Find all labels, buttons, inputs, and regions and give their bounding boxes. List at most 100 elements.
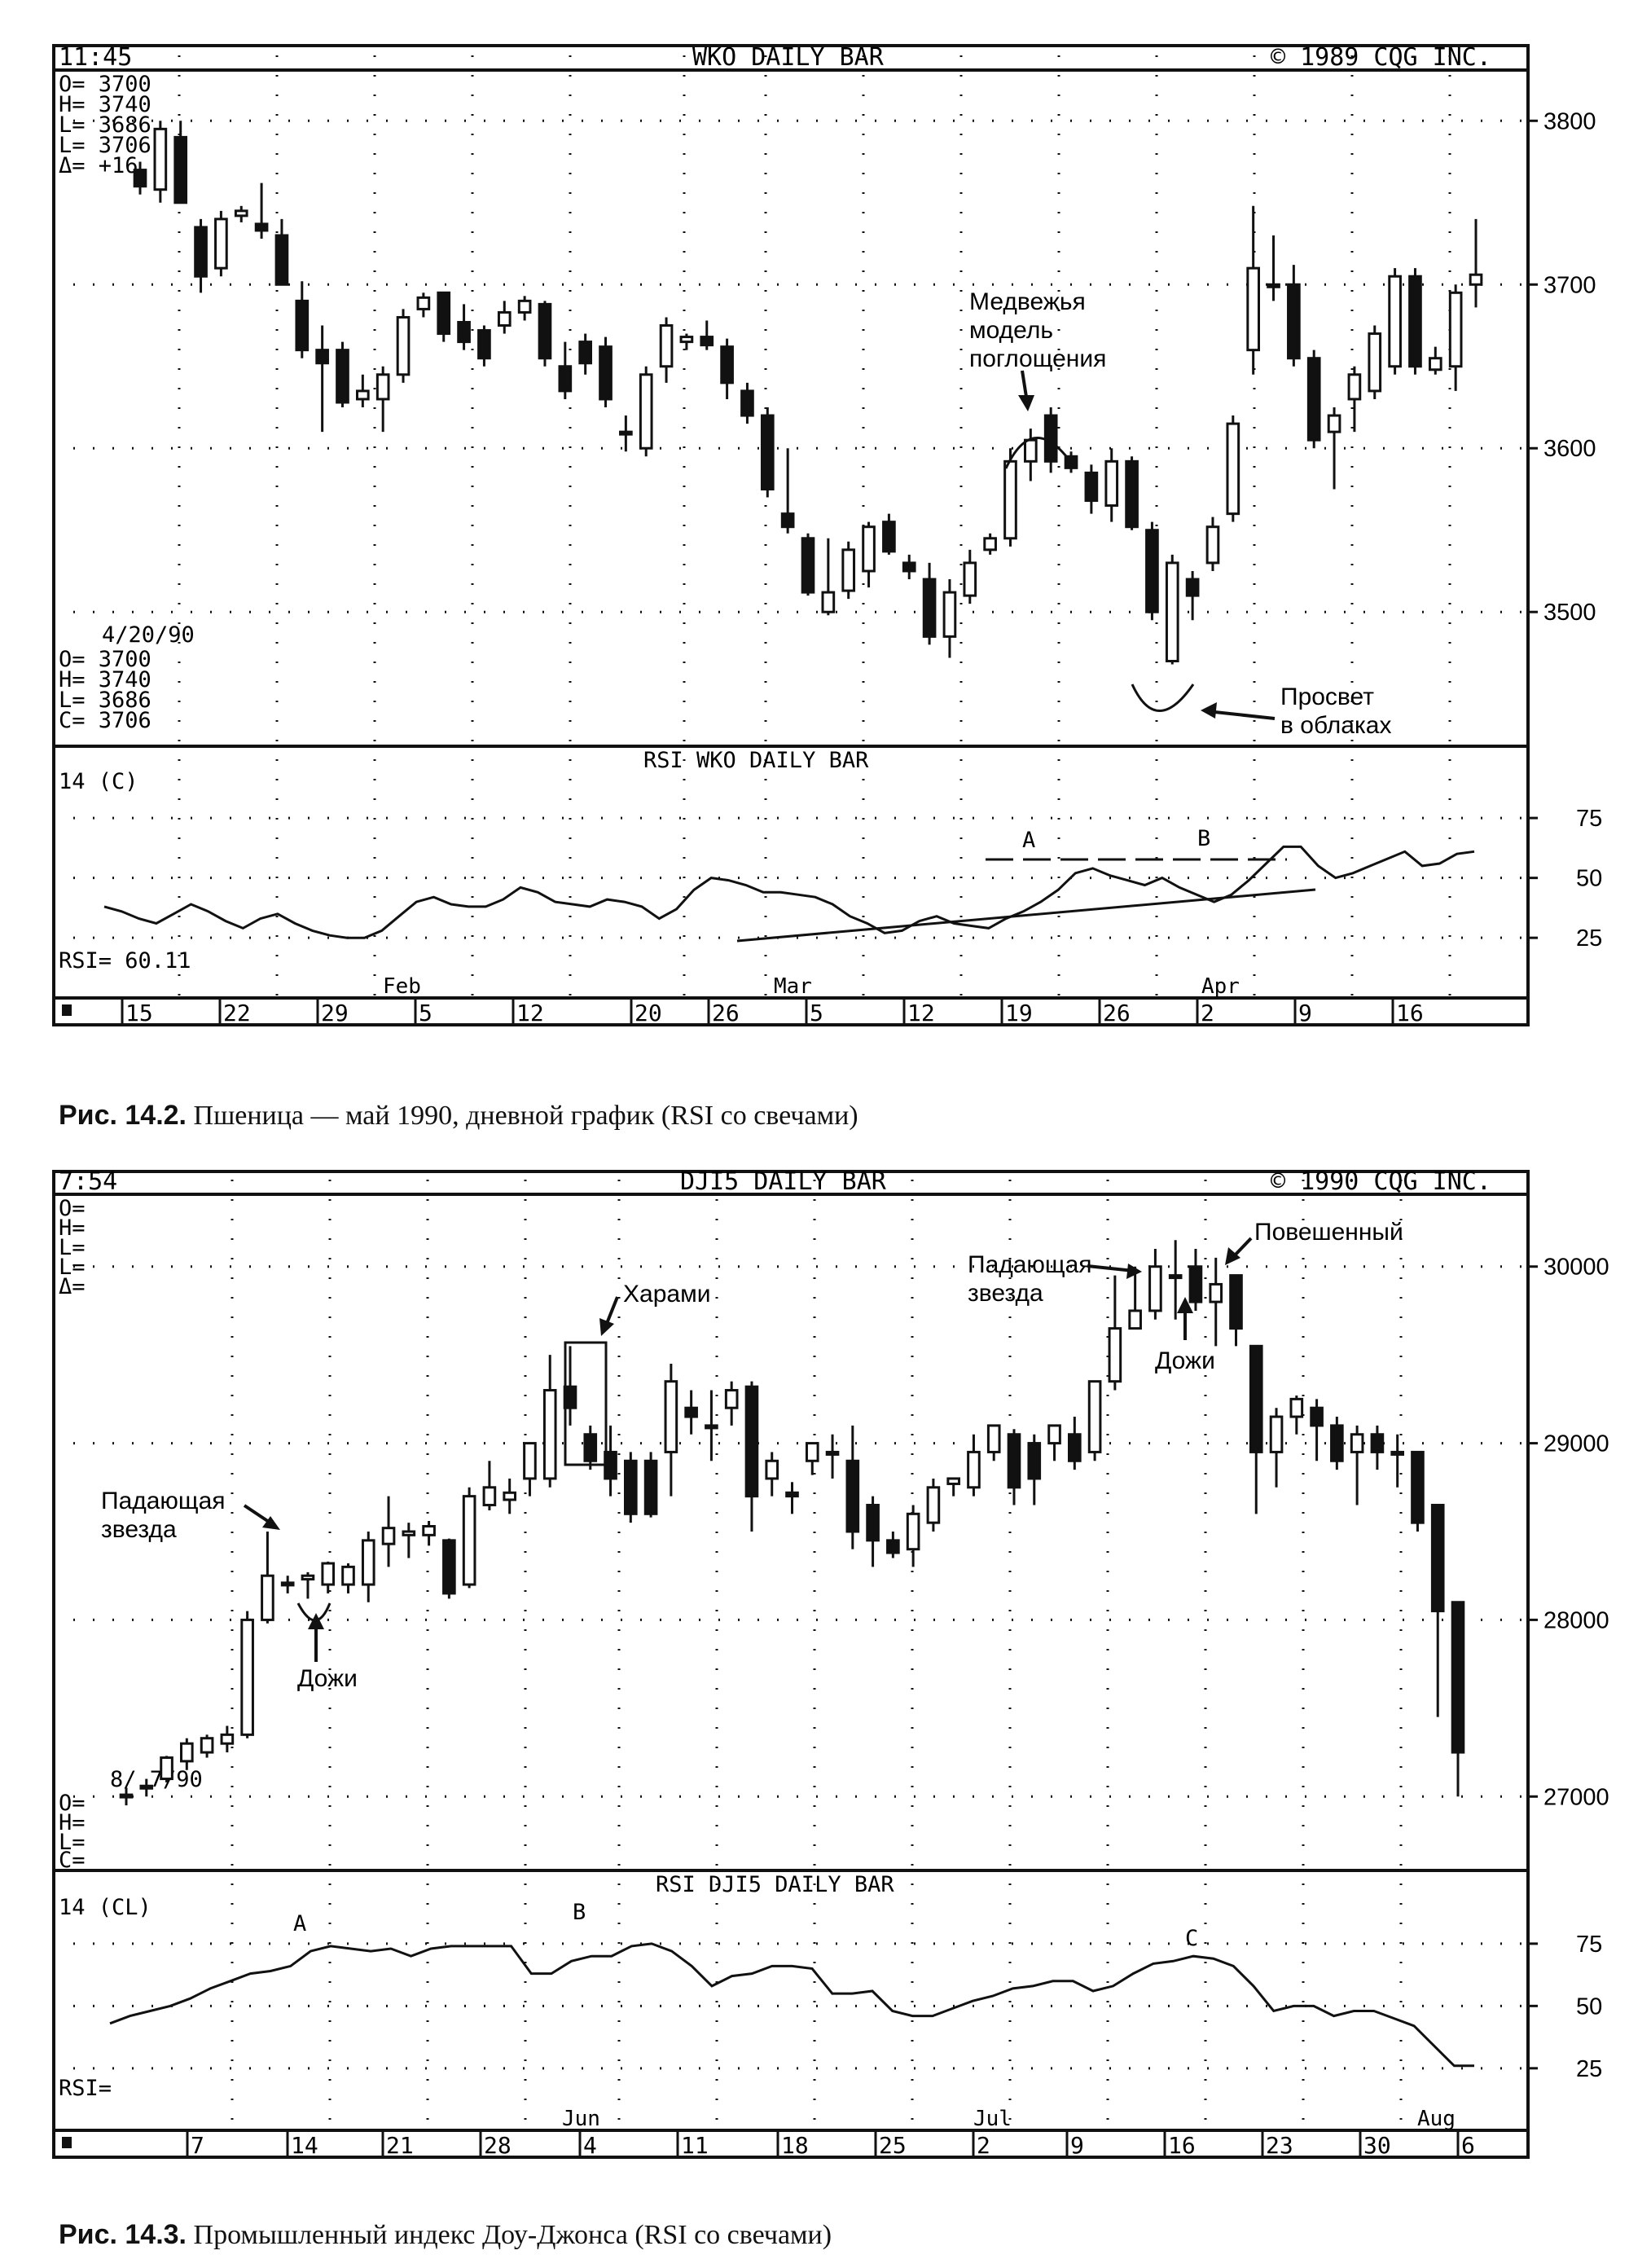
candle: [967, 1434, 981, 1497]
candle: [821, 538, 836, 616]
candle-body-white: [1267, 283, 1280, 288]
candle: [1205, 516, 1220, 571]
candle-body-black: [922, 578, 937, 638]
rsi-tick-labels: 25 50 75: [1528, 1932, 1602, 2082]
figure-number: Рис. 14.3.: [59, 2219, 187, 2250]
candle-body-white: [1024, 438, 1038, 463]
candle: [503, 1478, 516, 1514]
candle: [1347, 366, 1362, 433]
candle: [375, 366, 390, 433]
candle: [457, 304, 471, 350]
rsi-point-label-b: B: [573, 1900, 586, 1925]
candle-body-white: [280, 1581, 295, 1587]
date-label: 18: [781, 2132, 809, 2159]
candle: [462, 1487, 476, 1589]
candle: [274, 218, 289, 286]
annotation-arrow: [1206, 710, 1276, 720]
candle-body-black: [801, 537, 815, 594]
candle-body-white: [301, 1574, 315, 1581]
candle-body-white: [341, 1565, 355, 1586]
candle-body-white: [1327, 414, 1341, 433]
candle-body-black: [457, 320, 471, 344]
candle: [341, 1563, 355, 1593]
candle: [1229, 1274, 1243, 1347]
annotation-label: Падающая: [968, 1251, 1092, 1278]
candle: [744, 1381, 759, 1532]
annotation-bearish-engulfing: Медвежья модель поглощения: [969, 288, 1106, 469]
rsi-tick-label: 25: [1576, 925, 1602, 952]
candle-body-black: [1084, 471, 1099, 503]
candle: [254, 182, 269, 239]
harami-box: [564, 1341, 608, 1466]
figure-number: Рис. 14.2.: [59, 1100, 187, 1131]
candle: [477, 325, 491, 367]
ohlc-top-line: H=: [59, 1215, 86, 1241]
candle-body-white: [381, 1527, 396, 1545]
candle-body-black: [578, 341, 592, 365]
candle-body-black: [684, 1406, 698, 1418]
clock-time: 11:45: [59, 43, 132, 72]
candle-body-black: [1185, 578, 1200, 597]
ohlc-top-line: H= 3740: [59, 92, 151, 117]
candle: [361, 1532, 375, 1602]
date-label: 28: [484, 2132, 512, 2159]
candle: [619, 415, 633, 452]
candle: [437, 291, 451, 342]
date-label: 5: [810, 1000, 823, 1026]
ohlc-bottom-line: C= 3706: [59, 708, 151, 733]
candle-body-black: [477, 329, 491, 360]
price-tick-label: 28000: [1543, 1607, 1609, 1633]
rsi-point-label-b: B: [1197, 826, 1210, 851]
candle: [240, 1611, 254, 1738]
figure-caption-1: Рис. 14.2. Пшеница — май 1990, дневной г…: [59, 1100, 858, 1132]
rsi-tick-label: 75: [1576, 806, 1602, 832]
candle-body-white: [679, 336, 694, 344]
candle: [1368, 325, 1382, 399]
candle: [926, 1478, 941, 1532]
ohlc-bottom-block: 8/ 7/90 O= H= L= C=: [59, 1767, 203, 1873]
date-label: 9: [1298, 1000, 1312, 1026]
candle-body-white: [1246, 266, 1261, 352]
month-label: Feb: [383, 974, 421, 999]
candle-body-black: [886, 1539, 900, 1554]
candle-body-white: [523, 1442, 537, 1480]
ohlc-top-line: Δ=: [59, 1274, 86, 1299]
rsi-value: RSI=: [59, 2076, 112, 2101]
candle: [785, 1482, 799, 1514]
annotation-arrowhead: [1201, 702, 1217, 719]
rsi-point-label-c: C: [1185, 1926, 1198, 1951]
candle-body-black: [558, 365, 573, 393]
candle: [517, 296, 532, 321]
annotation-arrowhead: [262, 1516, 280, 1530]
candle: [1350, 1425, 1364, 1505]
candle-body-black: [902, 561, 916, 573]
candle: [542, 1355, 557, 1488]
candle-body-white: [946, 1477, 960, 1485]
candle: [963, 549, 977, 604]
candle: [705, 1390, 718, 1461]
rsi-point-label-a: A: [293, 1911, 306, 1936]
candle-body-white: [234, 209, 248, 218]
candle: [1249, 1344, 1263, 1514]
candle-body-black: [882, 521, 896, 553]
candle-body-black: [1249, 1344, 1263, 1453]
candle: [1003, 448, 1017, 547]
ohlc-bottom-block: 4/20/90 O= 3700 H= 3740 L= 3686 C= 3706: [59, 622, 195, 733]
candle-body-black: [1229, 1274, 1243, 1330]
candle: [986, 1424, 1001, 1461]
candle-body-white: [1390, 1450, 1404, 1456]
candle-body-white: [805, 1442, 819, 1462]
candle: [922, 562, 937, 645]
chart-title: WKO DAILY BAR: [692, 43, 885, 72]
candle: [1007, 1429, 1021, 1505]
candle-body-white: [416, 296, 431, 310]
date-label: 16: [1168, 2132, 1196, 2159]
candle-body-black: [1430, 1503, 1445, 1613]
candle-body-white: [422, 1524, 436, 1536]
candle: [321, 1561, 336, 1593]
candle: [1068, 1417, 1082, 1470]
candle: [983, 533, 997, 555]
candle: [119, 1787, 134, 1806]
rsi-tick-label: 50: [1576, 1993, 1602, 2020]
candle: [578, 333, 592, 375]
